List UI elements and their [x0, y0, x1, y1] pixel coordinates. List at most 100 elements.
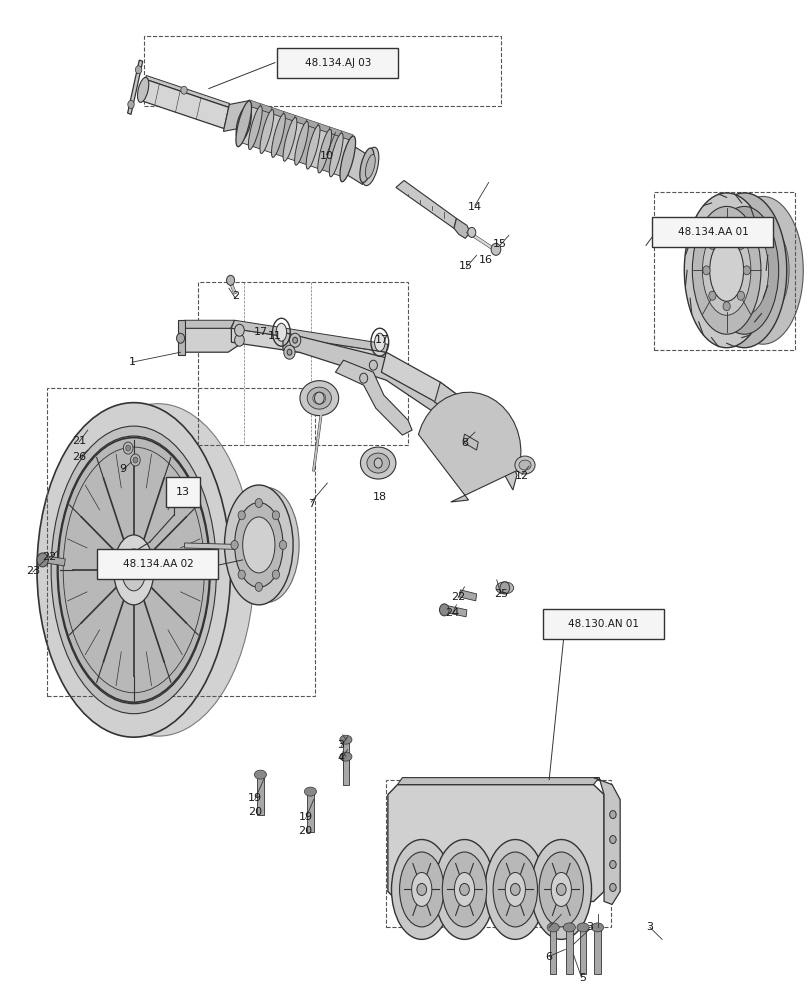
- Ellipse shape: [702, 193, 787, 348]
- Ellipse shape: [710, 206, 779, 334]
- Ellipse shape: [563, 923, 575, 932]
- Ellipse shape: [236, 107, 251, 141]
- Polygon shape: [309, 129, 329, 169]
- Ellipse shape: [519, 460, 531, 470]
- Ellipse shape: [340, 752, 352, 761]
- Circle shape: [128, 100, 134, 108]
- Circle shape: [133, 457, 138, 463]
- Ellipse shape: [577, 923, 589, 932]
- Circle shape: [491, 243, 501, 255]
- Text: 7: 7: [308, 499, 315, 509]
- Polygon shape: [550, 927, 557, 974]
- Circle shape: [709, 240, 716, 249]
- FancyBboxPatch shape: [277, 48, 398, 78]
- Text: 2: 2: [232, 291, 239, 301]
- Text: 9: 9: [119, 464, 126, 474]
- Ellipse shape: [306, 125, 320, 169]
- FancyBboxPatch shape: [652, 217, 773, 247]
- Circle shape: [709, 291, 716, 300]
- Ellipse shape: [692, 206, 761, 334]
- FancyBboxPatch shape: [166, 477, 200, 507]
- Polygon shape: [231, 328, 386, 365]
- Circle shape: [610, 860, 617, 868]
- Ellipse shape: [62, 404, 254, 736]
- Text: 17: 17: [254, 327, 267, 337]
- Polygon shape: [398, 778, 600, 785]
- Text: 17: 17: [375, 335, 389, 345]
- Circle shape: [231, 540, 238, 549]
- Ellipse shape: [702, 225, 751, 315]
- Ellipse shape: [234, 488, 299, 602]
- Ellipse shape: [737, 221, 789, 319]
- Polygon shape: [231, 320, 388, 352]
- Circle shape: [272, 570, 280, 579]
- Circle shape: [723, 302, 730, 311]
- Polygon shape: [321, 133, 340, 173]
- Text: 25: 25: [494, 589, 508, 599]
- Polygon shape: [263, 113, 283, 154]
- Text: 24: 24: [445, 608, 460, 618]
- Circle shape: [289, 333, 301, 347]
- Circle shape: [255, 582, 263, 591]
- Polygon shape: [184, 543, 255, 550]
- Circle shape: [610, 811, 617, 819]
- Ellipse shape: [255, 770, 267, 779]
- Text: 3: 3: [586, 922, 593, 932]
- Ellipse shape: [505, 872, 525, 906]
- Circle shape: [743, 266, 751, 275]
- Polygon shape: [317, 123, 330, 133]
- Text: 22: 22: [42, 552, 57, 562]
- Polygon shape: [286, 121, 305, 162]
- Polygon shape: [448, 606, 467, 617]
- Text: 15: 15: [459, 261, 473, 271]
- Circle shape: [255, 499, 263, 507]
- Ellipse shape: [313, 392, 326, 404]
- Circle shape: [131, 454, 141, 466]
- Text: 6: 6: [545, 952, 553, 962]
- Ellipse shape: [360, 148, 374, 183]
- Ellipse shape: [234, 502, 283, 587]
- Text: 23: 23: [26, 566, 40, 576]
- Ellipse shape: [454, 872, 474, 906]
- Ellipse shape: [400, 852, 444, 927]
- Circle shape: [272, 511, 280, 520]
- Polygon shape: [454, 218, 470, 238]
- Ellipse shape: [276, 323, 287, 341]
- Circle shape: [374, 458, 382, 468]
- Ellipse shape: [137, 77, 149, 102]
- Ellipse shape: [496, 582, 514, 594]
- Circle shape: [284, 345, 295, 359]
- Polygon shape: [459, 590, 477, 601]
- Ellipse shape: [493, 852, 537, 927]
- Polygon shape: [283, 332, 457, 418]
- Ellipse shape: [340, 735, 352, 744]
- Ellipse shape: [365, 154, 375, 178]
- Ellipse shape: [122, 549, 146, 591]
- Ellipse shape: [242, 517, 275, 573]
- Polygon shape: [240, 105, 259, 146]
- Polygon shape: [271, 107, 284, 117]
- Polygon shape: [275, 117, 294, 158]
- Circle shape: [124, 442, 133, 454]
- Text: 48.130.AN 01: 48.130.AN 01: [568, 619, 639, 629]
- Polygon shape: [46, 556, 65, 566]
- Circle shape: [238, 511, 246, 520]
- Polygon shape: [294, 115, 307, 125]
- Ellipse shape: [591, 923, 604, 932]
- Text: 5: 5: [579, 973, 586, 983]
- Ellipse shape: [551, 872, 571, 906]
- Ellipse shape: [747, 241, 778, 299]
- Ellipse shape: [260, 110, 274, 153]
- Polygon shape: [595, 927, 601, 974]
- Circle shape: [37, 553, 48, 567]
- Text: 15: 15: [493, 239, 507, 249]
- Text: 20: 20: [248, 807, 262, 817]
- Polygon shape: [419, 392, 521, 502]
- Circle shape: [557, 883, 566, 895]
- Ellipse shape: [305, 787, 317, 796]
- Ellipse shape: [51, 426, 217, 714]
- Text: 26: 26: [72, 452, 86, 462]
- Text: 19: 19: [248, 793, 262, 803]
- Ellipse shape: [57, 436, 210, 704]
- Polygon shape: [594, 778, 621, 904]
